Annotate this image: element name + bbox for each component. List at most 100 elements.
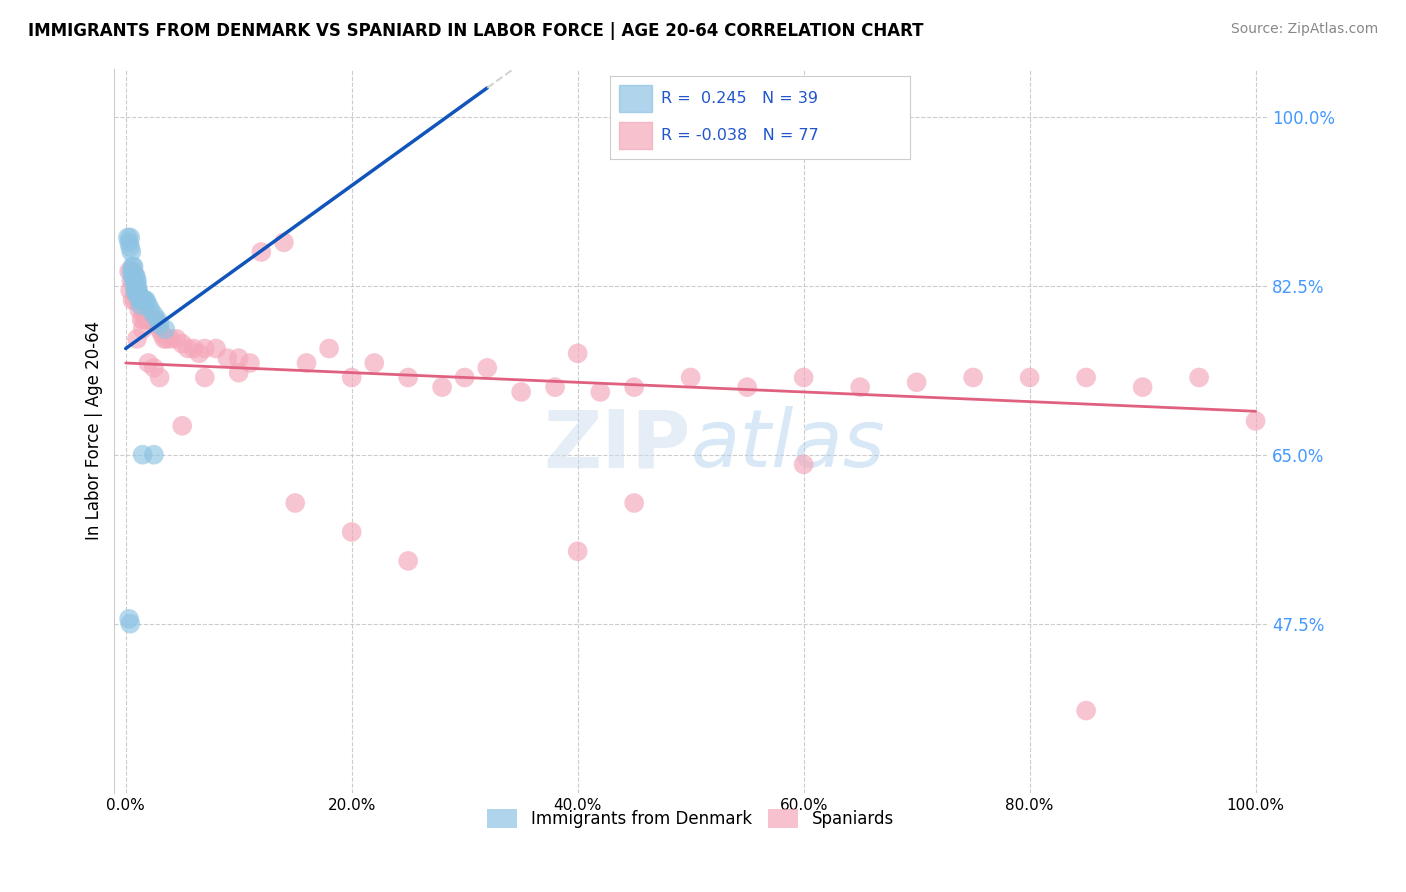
Point: [544, 380, 567, 394]
Point: [122, 260, 145, 274]
Point: [146, 312, 169, 326]
Point: [177, 342, 200, 356]
Point: [567, 346, 589, 360]
Point: [120, 284, 142, 298]
Point: [129, 293, 152, 308]
Legend: Immigrants from Denmark, Spaniards: Immigrants from Denmark, Spaniards: [481, 803, 901, 835]
Point: [735, 380, 758, 394]
Point: [125, 284, 148, 298]
Point: [318, 342, 340, 356]
Point: [120, 230, 142, 244]
Point: [284, 496, 307, 510]
Point: [143, 312, 166, 326]
Point: [125, 274, 148, 288]
Point: [125, 278, 148, 293]
Point: [122, 264, 145, 278]
Point: [150, 326, 173, 341]
Point: [205, 342, 228, 356]
Point: [510, 384, 533, 399]
Point: [962, 370, 984, 384]
Point: [127, 284, 149, 298]
Point: [1018, 370, 1040, 384]
Point: [623, 496, 645, 510]
Point: [430, 380, 453, 394]
Point: [217, 351, 239, 366]
Point: [121, 269, 143, 284]
Point: [1188, 370, 1211, 384]
Point: [124, 269, 146, 284]
Point: [172, 418, 194, 433]
Point: [117, 230, 139, 244]
Point: [121, 293, 143, 308]
Point: [153, 332, 176, 346]
Point: [131, 312, 153, 326]
Point: [149, 370, 172, 384]
Point: [453, 370, 475, 384]
Point: [477, 360, 499, 375]
Point: [136, 298, 159, 312]
Point: [120, 616, 142, 631]
Point: [295, 356, 318, 370]
Point: [793, 458, 815, 472]
Point: [905, 376, 928, 390]
Point: [160, 332, 183, 346]
Point: [128, 288, 150, 302]
Point: [396, 554, 419, 568]
Point: [139, 312, 162, 326]
Point: [143, 308, 166, 322]
Point: [340, 524, 363, 539]
Point: [128, 302, 150, 317]
Point: [120, 244, 142, 259]
Point: [396, 370, 419, 384]
Point: [121, 260, 143, 274]
Point: [131, 293, 153, 308]
Point: [194, 370, 217, 384]
Y-axis label: In Labor Force | Age 20-64: In Labor Force | Age 20-64: [86, 321, 103, 541]
Text: Source: ZipAtlas.com: Source: ZipAtlas.com: [1230, 22, 1378, 37]
Point: [273, 235, 295, 250]
Point: [155, 332, 177, 346]
Point: [1074, 370, 1097, 384]
Point: [129, 298, 152, 312]
Point: [166, 332, 188, 346]
Text: ZIP: ZIP: [543, 406, 690, 484]
Point: [125, 288, 148, 302]
Point: [183, 342, 205, 356]
Point: [149, 322, 172, 336]
Point: [793, 370, 815, 384]
Text: IMMIGRANTS FROM DENMARK VS SPANIARD IN LABOR FORCE | AGE 20-64 CORRELATION CHART: IMMIGRANTS FROM DENMARK VS SPANIARD IN L…: [28, 22, 924, 40]
Point: [1132, 380, 1154, 394]
Point: [135, 293, 157, 308]
Point: [132, 312, 155, 326]
Point: [134, 302, 156, 317]
Point: [125, 332, 148, 346]
Point: [125, 274, 148, 288]
Point: [363, 356, 385, 370]
Point: [127, 293, 149, 308]
Point: [228, 351, 250, 366]
Point: [120, 274, 142, 288]
Point: [172, 336, 194, 351]
Point: [131, 302, 153, 317]
Point: [120, 240, 142, 254]
Point: [589, 384, 612, 399]
Point: [118, 612, 141, 626]
Point: [623, 380, 645, 394]
Point: [228, 366, 250, 380]
Point: [120, 264, 142, 278]
Point: [567, 544, 589, 558]
Point: [135, 312, 157, 326]
Point: [146, 318, 169, 332]
Point: [149, 318, 172, 332]
Point: [143, 448, 166, 462]
Point: [125, 278, 148, 293]
Point: [142, 312, 165, 326]
Point: [131, 293, 153, 308]
Point: [239, 356, 262, 370]
Point: [340, 370, 363, 384]
Point: [134, 293, 156, 308]
Point: [139, 302, 162, 317]
Point: [136, 356, 159, 370]
Point: [124, 293, 146, 308]
Point: [122, 274, 145, 288]
